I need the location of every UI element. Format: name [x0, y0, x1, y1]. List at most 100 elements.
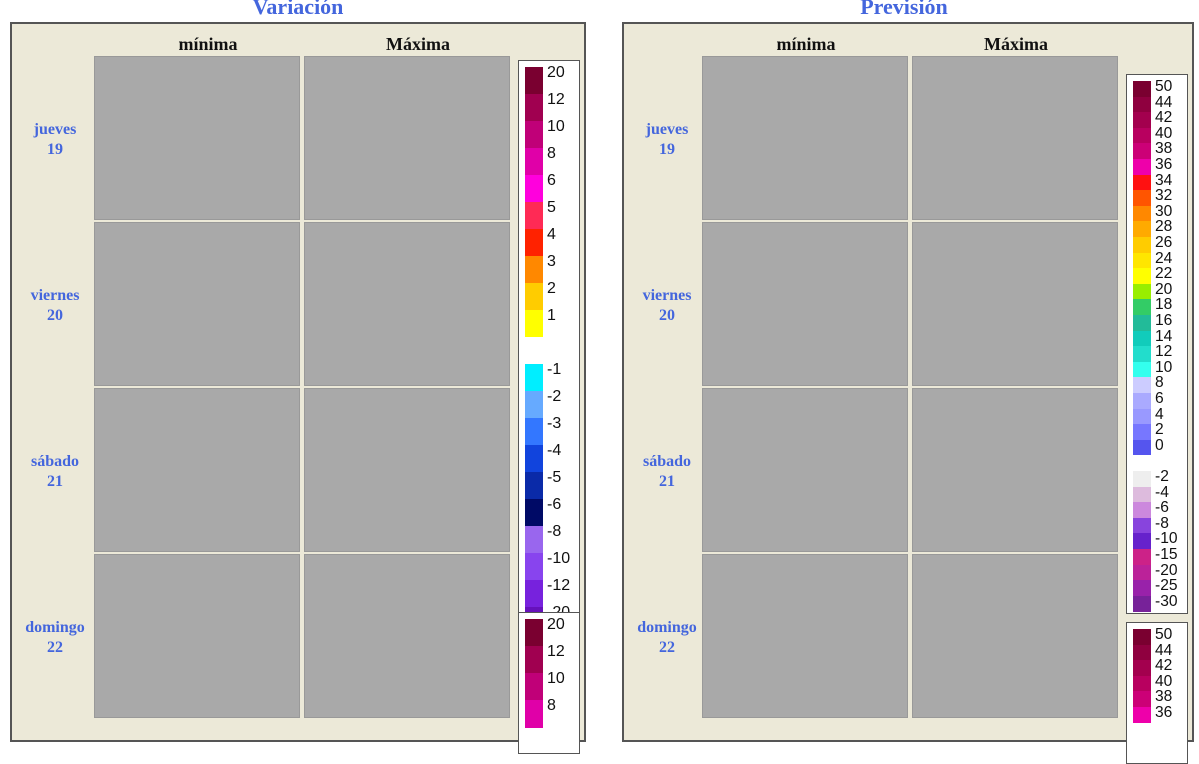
legend-swatch [1133, 424, 1151, 441]
legend-label: 2 [1155, 421, 1164, 439]
legend-label: -20 [1155, 561, 1178, 579]
legend-label: 0 [1155, 436, 1164, 454]
map-variacion-maxima [304, 554, 510, 718]
legend-label: -3 [547, 415, 562, 432]
legend-swatch [525, 256, 543, 284]
legend-label: 30 [1155, 202, 1173, 220]
variacion-day-label: jueves 19 [33, 121, 77, 158]
legend-label: -8 [1155, 514, 1169, 532]
map-prevision-maxima [912, 56, 1118, 220]
legend-label: 20 [547, 64, 565, 81]
legend-swatch [1133, 315, 1151, 332]
variacion-col-maxima: Máxima [386, 34, 450, 54]
legend-swatch [1133, 190, 1151, 207]
map-prevision-maxima [912, 222, 1118, 386]
legend-swatch [525, 526, 543, 554]
legend-swatch [1133, 455, 1151, 472]
legend-label: -4 [547, 442, 562, 459]
prevision-title: Previsión [860, 0, 948, 19]
legend-label: 50 [1155, 626, 1173, 643]
prevision-day-label: viernes 20 [642, 287, 692, 324]
legend-swatch [525, 121, 543, 149]
legend-swatch [525, 175, 543, 203]
legend-swatch [1133, 502, 1151, 519]
variacion-day-label: sábado 21 [30, 453, 80, 490]
legend-swatch [1133, 564, 1151, 581]
legend-swatch [1133, 675, 1151, 692]
legend-swatch [525, 202, 543, 230]
legend-label: 5 [547, 199, 556, 216]
legend-swatch [525, 553, 543, 581]
legend-swatch [1133, 237, 1151, 254]
legend-label: -2 [1155, 468, 1169, 485]
legend-swatch [1133, 361, 1151, 378]
legend-label: 14 [1155, 327, 1173, 345]
legend-label: 26 [1155, 234, 1173, 251]
legend-swatch [1133, 299, 1151, 316]
legend-label: 8 [1155, 374, 1164, 392]
variacion-legend-2: 20 12 10 8 [518, 612, 580, 754]
legend-swatch [1133, 517, 1151, 534]
legend-label: 12 [1155, 343, 1173, 361]
legend-swatch [525, 499, 543, 527]
map-prevision-minima [702, 56, 908, 220]
map-variacion-maxima [304, 56, 510, 220]
legend-swatch [525, 700, 543, 728]
legend-label: 1 [547, 307, 556, 324]
legend-swatch [1133, 660, 1151, 677]
legend-swatch [525, 337, 543, 365]
legend-label: 12 [547, 91, 565, 108]
map-prevision-minima [702, 554, 908, 718]
legend-label: 8 [547, 697, 556, 714]
legend-label: 38 [1155, 140, 1173, 158]
legend-swatch [1133, 174, 1151, 191]
legend-swatch [525, 364, 543, 392]
legend-swatch [1133, 221, 1151, 238]
map-prevision-maxima [912, 554, 1118, 718]
map-variacion-minima [94, 56, 300, 220]
legend-label: 10 [547, 118, 565, 135]
legend-label: -25 [1155, 577, 1178, 595]
prevision-legend: 50 44 42 40 38 36 34 32 30 28 26 24 22 20 18 16 14 12 10 8 6… [1126, 74, 1188, 614]
legend-swatch [1133, 96, 1151, 113]
legend-swatch [525, 229, 543, 257]
legend-label: 18 [1155, 296, 1173, 314]
legend-label: -6 [547, 496, 562, 513]
legend-label: 4 [547, 226, 556, 243]
map-variacion-maxima [304, 222, 510, 386]
legend-label: 44 [1155, 93, 1173, 111]
legend-label: -6 [1155, 499, 1169, 517]
legend-swatch [525, 310, 543, 338]
legend-label: 3 [547, 253, 556, 270]
legend-label: -5 [547, 469, 562, 486]
prevision-day-label: sábado 21 [642, 453, 692, 490]
legend-swatch [525, 619, 543, 647]
legend-swatch [1133, 707, 1151, 724]
legend-swatch [1133, 393, 1151, 410]
legend-swatch [525, 472, 543, 500]
legend-swatch [1133, 268, 1151, 285]
map-variacion-maxima [304, 388, 510, 552]
legend-label: 12 [547, 643, 565, 660]
legend-swatch [525, 283, 543, 311]
legend-label: 36 [1155, 704, 1173, 721]
legend-swatch [1133, 81, 1151, 98]
legend-label: 32 [1155, 187, 1173, 205]
variacion-day-label: domingo 22 [25, 619, 85, 656]
legend-label: 40 [1155, 672, 1173, 690]
legend-swatch [1133, 549, 1151, 566]
legend-label: 16 [1155, 312, 1173, 329]
legend-swatch [525, 418, 543, 446]
legend-swatch [1133, 205, 1151, 222]
legend-swatch [1133, 580, 1151, 597]
legend-swatch [1133, 644, 1151, 661]
legend-label: -10 [547, 550, 571, 567]
legend-label: -10 [1155, 530, 1178, 548]
legend-label: 42 [1155, 109, 1173, 127]
legend-label: 42 [1155, 657, 1173, 675]
legend-label: 34 [1155, 171, 1173, 189]
prevision-legend-2: 50 44 42 40 38 36 [1126, 622, 1188, 764]
legend-label: 36 [1155, 156, 1173, 173]
map-prevision-minima [702, 222, 908, 386]
